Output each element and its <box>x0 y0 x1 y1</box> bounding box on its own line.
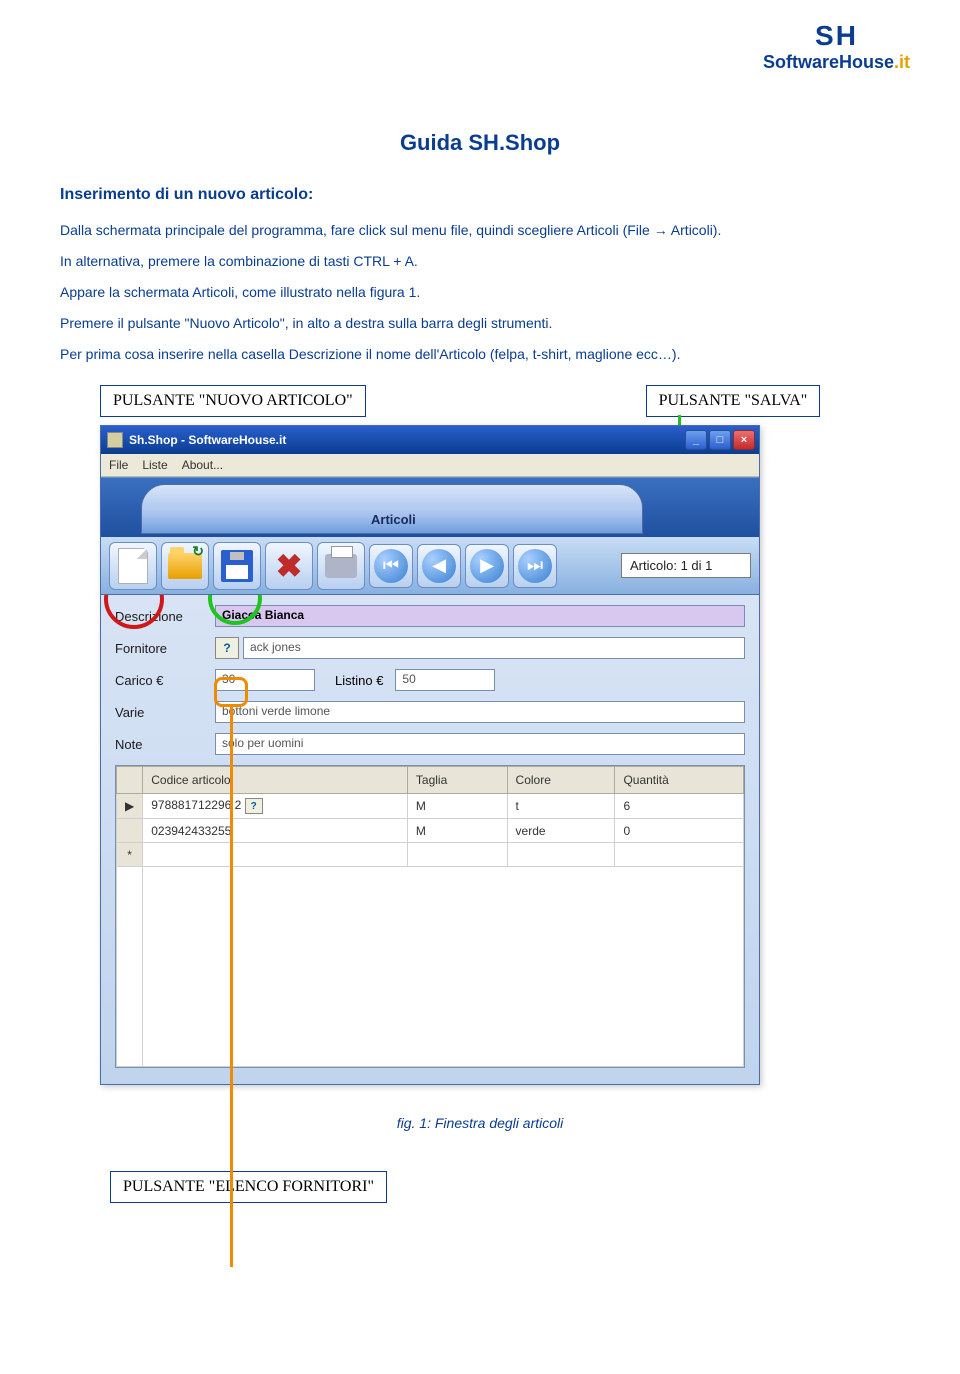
row-selector[interactable] <box>117 819 143 843</box>
open-button[interactable] <box>161 542 209 590</box>
input-descrizione[interactable]: Giacca Bianca <box>215 605 745 627</box>
col-colore[interactable]: Colore <box>507 767 615 794</box>
body-paragraph: Dalla schermata principale del programma… <box>60 220 900 241</box>
form-area: Descrizione Giacca Bianca Fornitore ? ac… <box>101 595 759 1084</box>
delete-button[interactable]: ✖ <box>265 542 313 590</box>
input-note[interactable]: solo per uomini <box>215 733 745 755</box>
callout-elenco-fornitori: PULSANTE "ELENCO FORNITORI" <box>110 1171 387 1203</box>
label-listino: Listino € <box>335 673 383 688</box>
next-icon: ▶ <box>470 549 504 583</box>
label-note: Note <box>115 737 215 752</box>
cell-colore[interactable]: t <box>507 794 615 819</box>
grid-empty-space <box>117 867 744 1067</box>
body-paragraph: Appare la schermata Articoli, come illus… <box>60 282 900 303</box>
prev-icon: ◀ <box>422 549 456 583</box>
menu-about[interactable]: About... <box>182 458 223 472</box>
label-descrizione: Descrizione <box>115 609 215 624</box>
input-listino[interactable]: 50 <box>395 669 495 691</box>
record-status: Articolo: 1 di 1 <box>621 553 751 578</box>
printer-icon <box>325 554 357 578</box>
body-paragraph: Premere il pulsante "Nuovo Articolo", in… <box>60 313 900 334</box>
document-title: Guida SH.Shop <box>60 130 900 156</box>
row-selector[interactable]: ▶ <box>117 794 143 819</box>
callout-nuovo-articolo: PULSANTE "NUOVO ARTICOLO" <box>100 385 366 417</box>
cell-quantita[interactable]: 6 <box>615 794 744 819</box>
row-new[interactable]: * <box>117 843 143 867</box>
delete-icon: ✖ <box>276 547 303 585</box>
table-row[interactable]: ▶ 978881712296 2 ? M t 6 <box>117 794 744 819</box>
app-icon <box>107 432 123 448</box>
nav-prev-button[interactable]: ◀ <box>417 544 461 588</box>
cell-colore[interactable]: verde <box>507 819 615 843</box>
body-paragraph: In alternativa, premere la combinazione … <box>60 251 900 272</box>
input-varie[interactable]: bottoni verde limone <box>215 701 745 723</box>
new-document-icon <box>118 548 148 584</box>
menu-file[interactable]: File <box>109 458 128 472</box>
floppy-icon <box>221 550 253 582</box>
col-taglia[interactable]: Taglia <box>407 767 507 794</box>
print-button[interactable] <box>317 542 365 590</box>
window-titlebar: Sh.Shop - SoftwareHouse.it _ □ × <box>101 426 759 454</box>
label-fornitore: Fornitore <box>115 641 215 656</box>
cell-codice[interactable]: 978881712296 2 ? <box>143 794 408 819</box>
section-heading: Inserimento di un nuovo articolo: <box>60 186 900 204</box>
folder-icon <box>168 553 202 579</box>
first-icon: ⏮ <box>374 549 408 583</box>
nav-last-button[interactable]: ⏭ <box>513 544 557 588</box>
nav-next-button[interactable]: ▶ <box>465 544 509 588</box>
callout-salva: PULSANTE "SALVA" <box>646 385 821 417</box>
logo-initials: SH <box>763 20 910 52</box>
connector-orange <box>230 707 233 1267</box>
grid-corner <box>117 767 143 794</box>
articles-grid: Codice articolo Taglia Colore Quantità ▶… <box>115 765 745 1068</box>
fornitore-lookup-button[interactable]: ? <box>215 637 239 659</box>
menu-bar: File Liste About... <box>101 454 759 477</box>
col-quantita[interactable]: Quantità <box>615 767 744 794</box>
minimize-button[interactable]: _ <box>685 430 707 450</box>
lookup-icon[interactable]: ? <box>245 798 263 814</box>
body-paragraph: Per prima cosa inserire nella casella De… <box>60 344 900 365</box>
app-window: Sh.Shop - SoftwareHouse.it _ □ × File Li… <box>100 425 760 1085</box>
nav-first-button[interactable]: ⏮ <box>369 544 413 588</box>
brand-logo: SH SoftwareHouse.it <box>763 20 910 73</box>
label-varie: Varie <box>115 705 215 720</box>
cell-quantita[interactable]: 0 <box>615 819 744 843</box>
tab-articoli: Articoli <box>371 512 416 527</box>
table-row-new[interactable]: * <box>117 843 744 867</box>
new-article-button[interactable] <box>109 542 157 590</box>
header-curve: Articoli <box>101 477 759 537</box>
label-carico: Carico € <box>115 673 215 688</box>
cell-codice[interactable]: 023942433255 <box>143 819 408 843</box>
cell-taglia[interactable]: M <box>407 819 507 843</box>
last-icon: ⏭ <box>518 549 552 583</box>
menu-liste[interactable]: Liste <box>142 458 167 472</box>
logo-brand: SoftwareHouse.it <box>763 52 910 73</box>
col-codice[interactable]: Codice articolo <box>143 767 408 794</box>
maximize-button[interactable]: □ <box>709 430 731 450</box>
save-button[interactable] <box>213 542 261 590</box>
table-row[interactable]: 023942433255 M verde 0 <box>117 819 744 843</box>
close-button[interactable]: × <box>733 430 755 450</box>
cell-taglia[interactable]: M <box>407 794 507 819</box>
input-fornitore[interactable]: ack jones <box>243 637 745 659</box>
toolbar: ✖ ⏮ ◀ ▶ ⏭ Articolo: 1 di 1 <box>101 537 759 595</box>
input-carico[interactable]: 30 <box>215 669 315 691</box>
figure-caption: fig. 1: Finestra degli articoli <box>60 1115 900 1131</box>
window-title: Sh.Shop - SoftwareHouse.it <box>129 433 286 447</box>
